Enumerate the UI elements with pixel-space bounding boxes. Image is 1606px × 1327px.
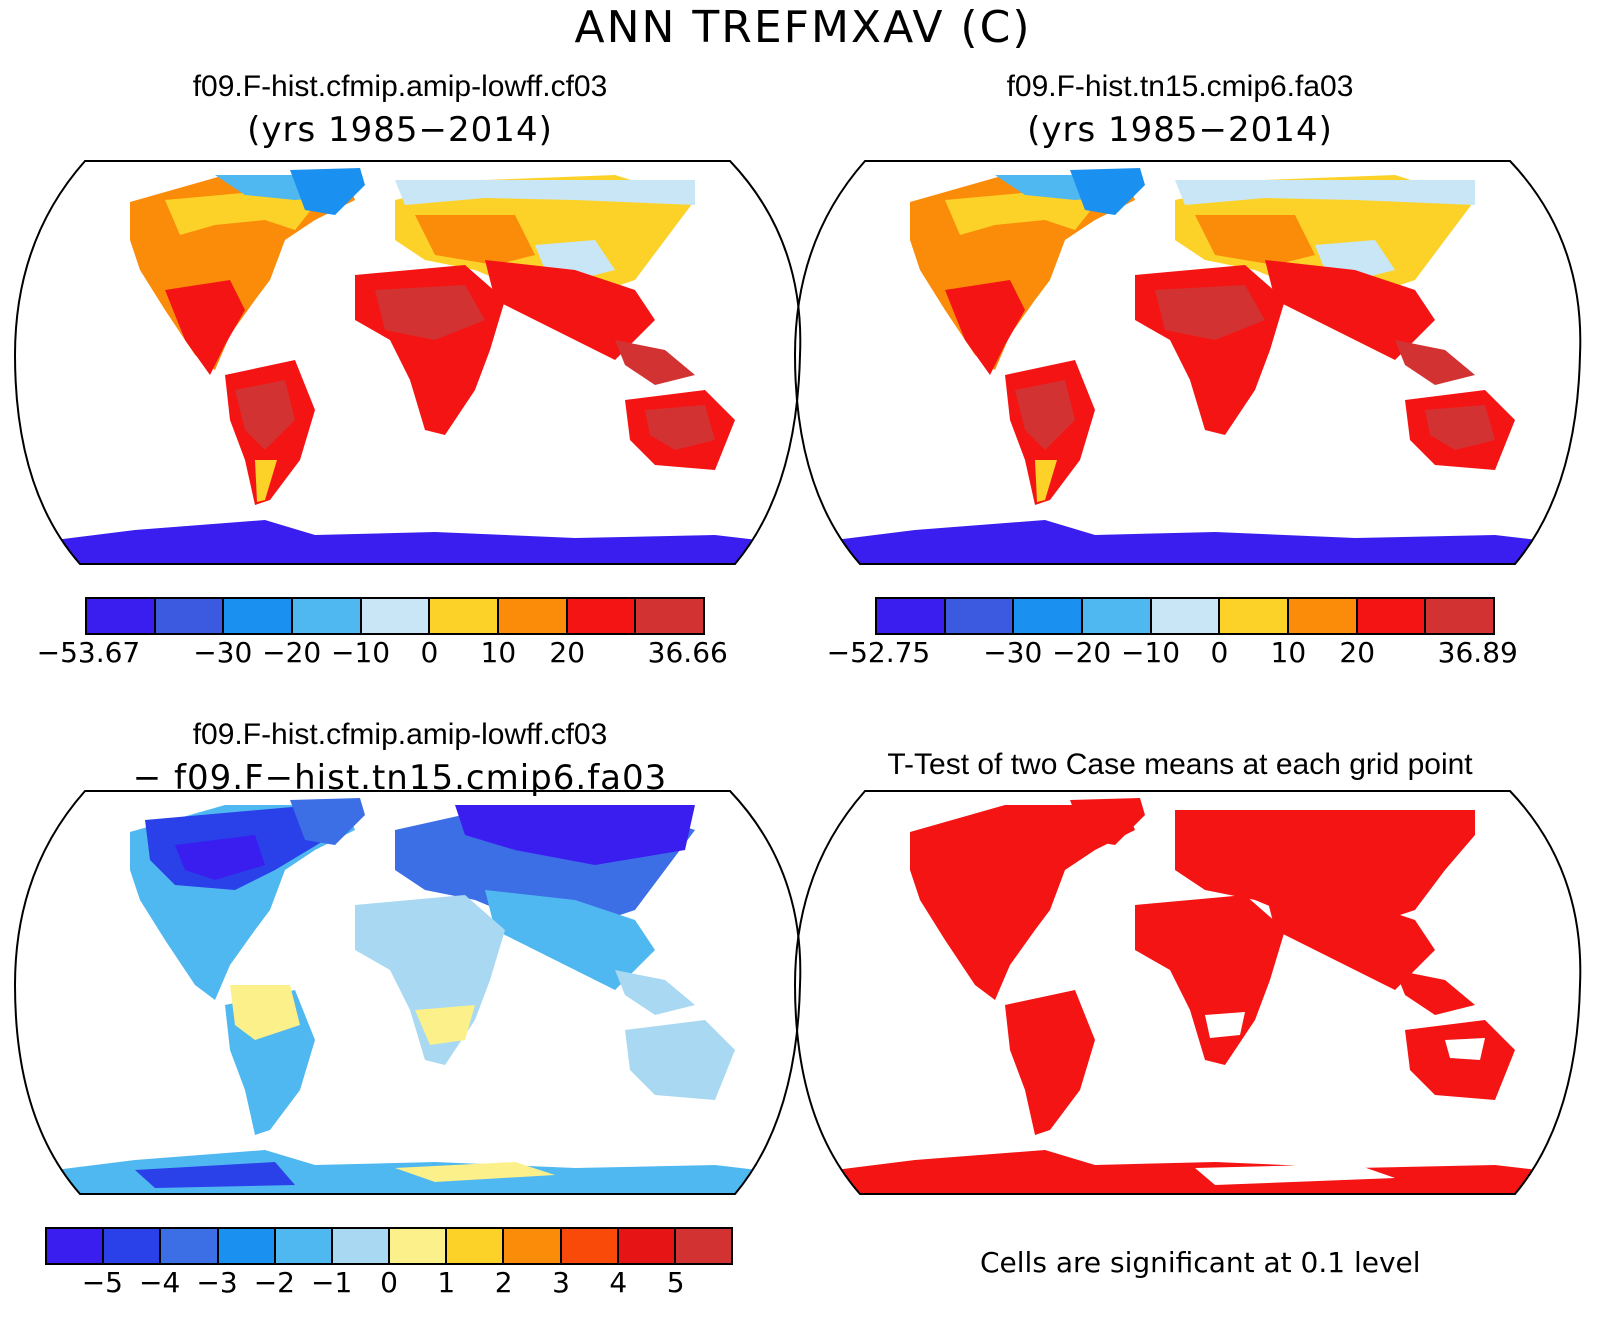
cb3-swatch — [161, 1229, 219, 1263]
cb1-tick-label: 0 — [420, 636, 439, 669]
cb1-swatch — [567, 599, 637, 633]
cb3-tick-label: −5 — [81, 1266, 123, 1299]
cb3-tick-label: 4 — [609, 1266, 628, 1299]
cb3-tick-label: 0 — [380, 1266, 398, 1299]
cb3-swatch — [390, 1229, 448, 1263]
cb2-swatch — [877, 599, 946, 633]
cb2-swatch — [1289, 599, 1358, 633]
figure-title: ANN TREFMXAV (C) — [574, 2, 1032, 53]
cb2-tick-label: −10 — [1121, 636, 1181, 669]
cb2-swatch — [945, 599, 1015, 633]
cb1-tick-label: −53.67 — [36, 636, 141, 669]
cb2-swatch — [1014, 599, 1084, 633]
cb1-tick-label: 20 — [549, 636, 586, 669]
cb3-tick-label: 5 — [666, 1266, 685, 1299]
map-panel3 — [13, 790, 802, 1195]
cb1-tick-label: −20 — [262, 636, 322, 669]
cb3-tick-label: 1 — [437, 1266, 456, 1299]
cb3-swatch — [275, 1229, 333, 1263]
significance-note: Cells are significant at 0.1 level — [980, 1246, 1421, 1279]
cb1-swatch — [430, 599, 500, 633]
cb3-swatch — [561, 1229, 619, 1263]
cb3-swatch — [447, 1229, 505, 1263]
cb2-swatch — [1357, 599, 1427, 633]
cb3-tick-label: 3 — [552, 1266, 570, 1299]
panel4-title: T-Test of two Case means at each grid po… — [887, 748, 1473, 781]
colorbar-panel2 — [875, 597, 1495, 635]
cb1-swatch — [499, 599, 568, 633]
land-fill-panel4 — [795, 798, 1580, 1194]
cb2-tick-label: 20 — [1339, 636, 1376, 669]
cb2-tick-label: −30 — [983, 636, 1043, 669]
map-panel1 — [13, 160, 802, 565]
colorbar-panel1 — [85, 597, 705, 635]
cb1-tick-label: −10 — [331, 636, 391, 669]
cb2-swatch — [1426, 599, 1494, 633]
cb3-swatch — [618, 1229, 676, 1263]
cb1-swatch — [155, 599, 225, 633]
cb3-swatch — [675, 1229, 732, 1263]
cb1-swatch — [361, 599, 431, 633]
panel3-title: f09.F-hist.cfmip.amip-lowff.cf03 — [192, 718, 608, 751]
cb2-swatch — [1220, 599, 1290, 633]
cb3-tick-label: −2 — [253, 1266, 295, 1299]
cb3-swatch — [504, 1229, 562, 1263]
land-fill-panel2 — [795, 168, 1580, 564]
panel2-subtitle: (yrs 1985−2014) — [1027, 110, 1333, 150]
cb1-swatch — [293, 599, 362, 633]
cb3-tick-label: −3 — [196, 1266, 238, 1299]
cb1-tick-label: 36.66 — [647, 636, 728, 669]
cb3-tick-label: −4 — [139, 1266, 181, 1299]
cb1-swatch — [87, 599, 156, 633]
cb2-swatch — [1151, 599, 1221, 633]
cb2-tick-label: 0 — [1210, 636, 1229, 669]
cb1-swatch — [224, 599, 294, 633]
cb2-swatch — [1083, 599, 1152, 633]
cb2-tick-label: 36.89 — [1437, 636, 1518, 669]
panel1-title: f09.F-hist.cfmip.amip-lowff.cf03 — [192, 70, 608, 103]
cb1-tick-label: −30 — [193, 636, 253, 669]
cb3-swatch — [47, 1229, 105, 1263]
cb2-tick-label: 10 — [1270, 636, 1307, 669]
map-panel2 — [793, 160, 1582, 565]
colorbar-panel3 — [45, 1227, 733, 1265]
land-fill-panel3 — [15, 798, 800, 1194]
cb1-tick-label: 10 — [480, 636, 517, 669]
land-fill-panel1 — [15, 168, 800, 564]
map-panel4 — [793, 790, 1582, 1195]
cb3-tick-label: −1 — [311, 1266, 353, 1299]
panel2-title: f09.F-hist.tn15.cmip6.fa03 — [1006, 70, 1354, 103]
cb1-swatch — [636, 599, 704, 633]
cb3-swatch — [332, 1229, 391, 1263]
cb3-tick-label: 2 — [494, 1266, 513, 1299]
cb2-tick-label: −20 — [1052, 636, 1112, 669]
cb3-swatch — [104, 1229, 162, 1263]
cb2-tick-label: −52.75 — [826, 636, 931, 669]
cb3-swatch — [218, 1229, 276, 1263]
panel1-subtitle: (yrs 1985−2014) — [247, 110, 553, 150]
